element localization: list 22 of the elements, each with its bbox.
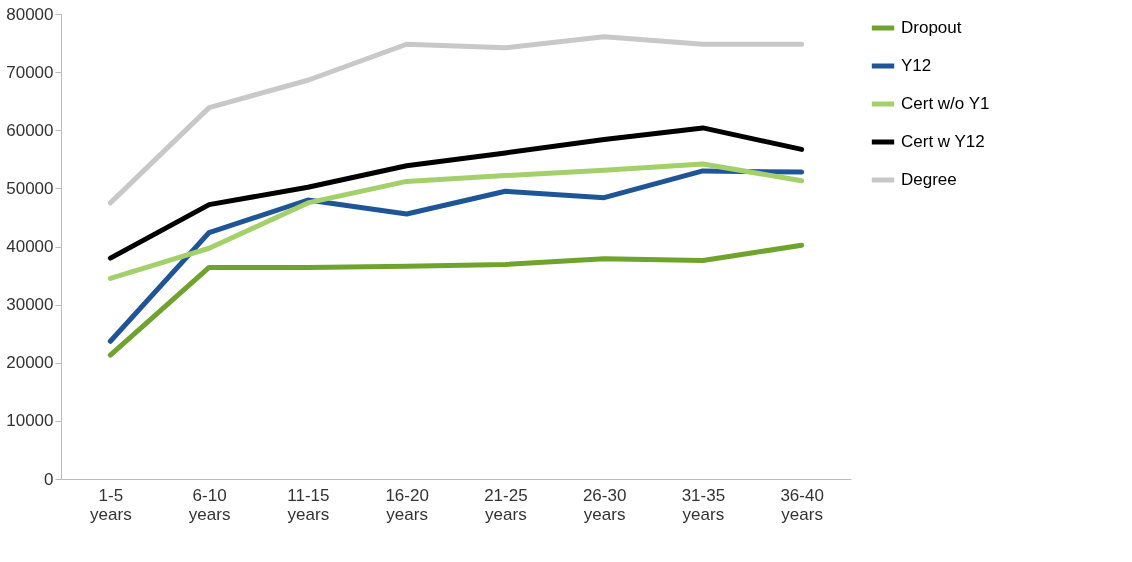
x-tick-label: 21-25 years xyxy=(484,485,528,524)
y-tick-label: 50000 xyxy=(6,178,54,198)
legend-label: Dropout xyxy=(901,18,962,37)
x-tick-label: 36-40 years xyxy=(780,485,824,524)
y-tick-label: 0 xyxy=(44,469,54,489)
x-tick-label: 31-35 years xyxy=(681,485,726,524)
legend-label: Cert w/o Y1 xyxy=(901,94,990,113)
x-tick-label: 11-15 years xyxy=(287,485,330,524)
y-tick-label: 30000 xyxy=(6,295,54,315)
x-tick-label: 26-30 years xyxy=(582,485,627,524)
x-tick-label: 16-20 years xyxy=(385,485,429,524)
y-tick-label: 60000 xyxy=(6,120,54,140)
y-tick-label: 70000 xyxy=(6,62,54,82)
y-tick-label: 40000 xyxy=(6,237,54,256)
y-tick-label: 10000 xyxy=(6,411,54,431)
legend-label: Degree xyxy=(901,170,957,189)
legend-label: Y12 xyxy=(901,56,932,75)
legend-label: Cert w Y12 xyxy=(901,132,985,151)
y-tick-label: 80000 xyxy=(6,4,54,24)
y-tick-label: 20000 xyxy=(6,353,54,373)
x-tick-label: 1-5 years xyxy=(90,485,132,524)
x-tick-label: 6-10 years xyxy=(188,485,231,524)
